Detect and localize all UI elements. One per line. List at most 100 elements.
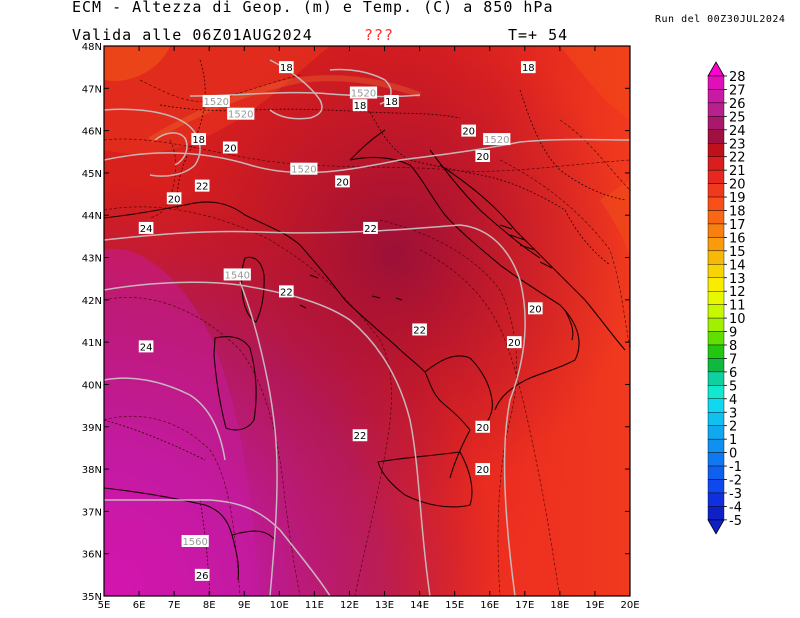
svg-text:1560: 1560 [182, 537, 207, 548]
colorbar-label: 8 [729, 339, 737, 354]
colorbar-label: -1 [729, 460, 742, 475]
colorbar-swatch [707, 210, 725, 225]
geopotential-lines [104, 59, 630, 596]
colorbar-label: 6 [729, 366, 737, 381]
lon-tick-label: 14E [410, 600, 429, 611]
svg-text:22: 22 [413, 325, 426, 336]
colorbar-swatch [707, 452, 725, 467]
colorbar-swatch [707, 412, 725, 426]
svg-text:20: 20 [224, 144, 237, 155]
temperature-label: 20 [475, 420, 491, 434]
colorbar-label: 19 [729, 191, 746, 206]
temperature-label: 26 [194, 568, 210, 582]
svg-text:20: 20 [168, 194, 181, 205]
colorbar-swatch [707, 506, 725, 521]
colorbar-top-arrow [707, 61, 725, 77]
colorbar-label: 18 [729, 205, 746, 220]
colorbar-swatch [707, 264, 725, 278]
svg-text:20: 20 [529, 304, 542, 315]
svg-text:22: 22 [354, 431, 367, 442]
lat-tick-label: 36N [82, 550, 102, 561]
geopotential-label: 1540 [223, 268, 251, 281]
colorbar-label: 23 [729, 137, 746, 152]
svg-text:20: 20 [476, 152, 489, 163]
lon-tick-label: 12E [340, 600, 359, 611]
colorbar-swatch [707, 143, 725, 157]
lon-tick-label: 17E [515, 600, 534, 611]
temperature-label: 22 [412, 323, 427, 336]
colorbar-swatch [707, 358, 725, 373]
colorbar-swatch [707, 465, 725, 480]
temperature-label: 18 [521, 61, 536, 74]
svg-text:1520: 1520 [203, 97, 228, 108]
isotherm-lines [104, 74, 630, 596]
colorbar-swatch [707, 304, 725, 319]
colorbar-label: 28 [729, 70, 746, 85]
temperature-label: 22 [194, 179, 210, 193]
svg-text:20: 20 [508, 338, 521, 349]
lat-tick-label: 42N [82, 296, 102, 307]
lat-tick-label: 45N [82, 169, 102, 180]
svg-text:18: 18 [192, 135, 205, 146]
colorbar-label: 15 [729, 245, 746, 260]
temperature-label: 20 [506, 336, 522, 349]
svg-text:1520: 1520 [351, 89, 376, 100]
colorbar-label: -5 [729, 514, 742, 529]
colorbar-label: 24 [729, 124, 746, 139]
colorbar-swatch [707, 291, 725, 305]
lat-tick-label: 35N [82, 592, 102, 603]
svg-text:18: 18 [354, 101, 367, 112]
temperature-label: 22 [352, 429, 368, 442]
colorbar-label: 21 [729, 164, 746, 179]
svg-text:1520: 1520 [484, 135, 509, 146]
colorbar-bottom-arrow [707, 519, 725, 535]
colorbar-swatch [707, 479, 725, 494]
lat-tick-label: 41N [82, 338, 102, 349]
forecast-step: T=+ 54 [508, 26, 569, 44]
temperature-label: 18 [279, 61, 294, 74]
colorbar-label: 26 [729, 97, 746, 112]
svg-text:26: 26 [196, 571, 209, 582]
temperature-label: 18 [191, 133, 206, 146]
temperature-label: 20 [461, 124, 476, 138]
lat-tick-label: 47N [82, 84, 102, 95]
geopotential-label: 1520 [202, 95, 230, 108]
temperature-label: 22 [279, 285, 294, 298]
lat-tick-label: 40N [82, 380, 102, 391]
geopotential-label: 1520 [483, 133, 511, 146]
colorbar-label: 9 [729, 326, 737, 341]
svg-text:24: 24 [140, 224, 153, 235]
colorbar-label: 1 [729, 433, 737, 448]
lat-tick-label: 39N [82, 423, 102, 434]
axis-ticks: 5E 6E 7E 8E 9E 10E 11E 12E 13E 14E 15E 16E 17E 18E 19E… [82, 42, 640, 611]
lon-tick-label: 16E [480, 600, 499, 611]
temperature-colorbar: 2827262524232221201918171615141312111098… [707, 61, 746, 535]
colorbar-label: 3 [729, 406, 737, 421]
svg-text:18: 18 [522, 63, 535, 74]
colorbar-swatch [707, 277, 725, 292]
lat-tick-label: 38N [82, 465, 102, 476]
unknown-marker: ??? [364, 26, 395, 44]
colorbar-label: -2 [729, 474, 742, 489]
colorbar-swatch [707, 75, 725, 90]
colorbar-swatch [707, 183, 725, 198]
lat-tick-label: 46N [82, 127, 102, 138]
lon-tick-label: 11E [305, 600, 324, 611]
svg-text:22: 22 [196, 182, 209, 193]
colorbar-swatch [707, 223, 725, 238]
temperature-label: 20 [475, 150, 491, 163]
svg-text:1540: 1540 [225, 270, 250, 281]
lat-tick-label: 44N [82, 211, 102, 222]
lon-tick-label: 10E [270, 600, 289, 611]
lon-tick-label: 20E [620, 600, 639, 611]
valid-time: Valida alle 06Z01AUG2024 [72, 26, 313, 44]
colorbar-swatch [707, 331, 725, 346]
colorbar-swatch [707, 317, 725, 332]
svg-text:22: 22 [364, 224, 377, 235]
map-title: ECM - Altezza di Geop. (m) e Temp. (C) a… [72, 0, 554, 16]
lat-tick-label: 48N [82, 42, 102, 53]
colorbar-label: 2 [729, 420, 737, 435]
colorbar-swatch [707, 116, 725, 130]
colorbar-swatch [707, 102, 725, 117]
